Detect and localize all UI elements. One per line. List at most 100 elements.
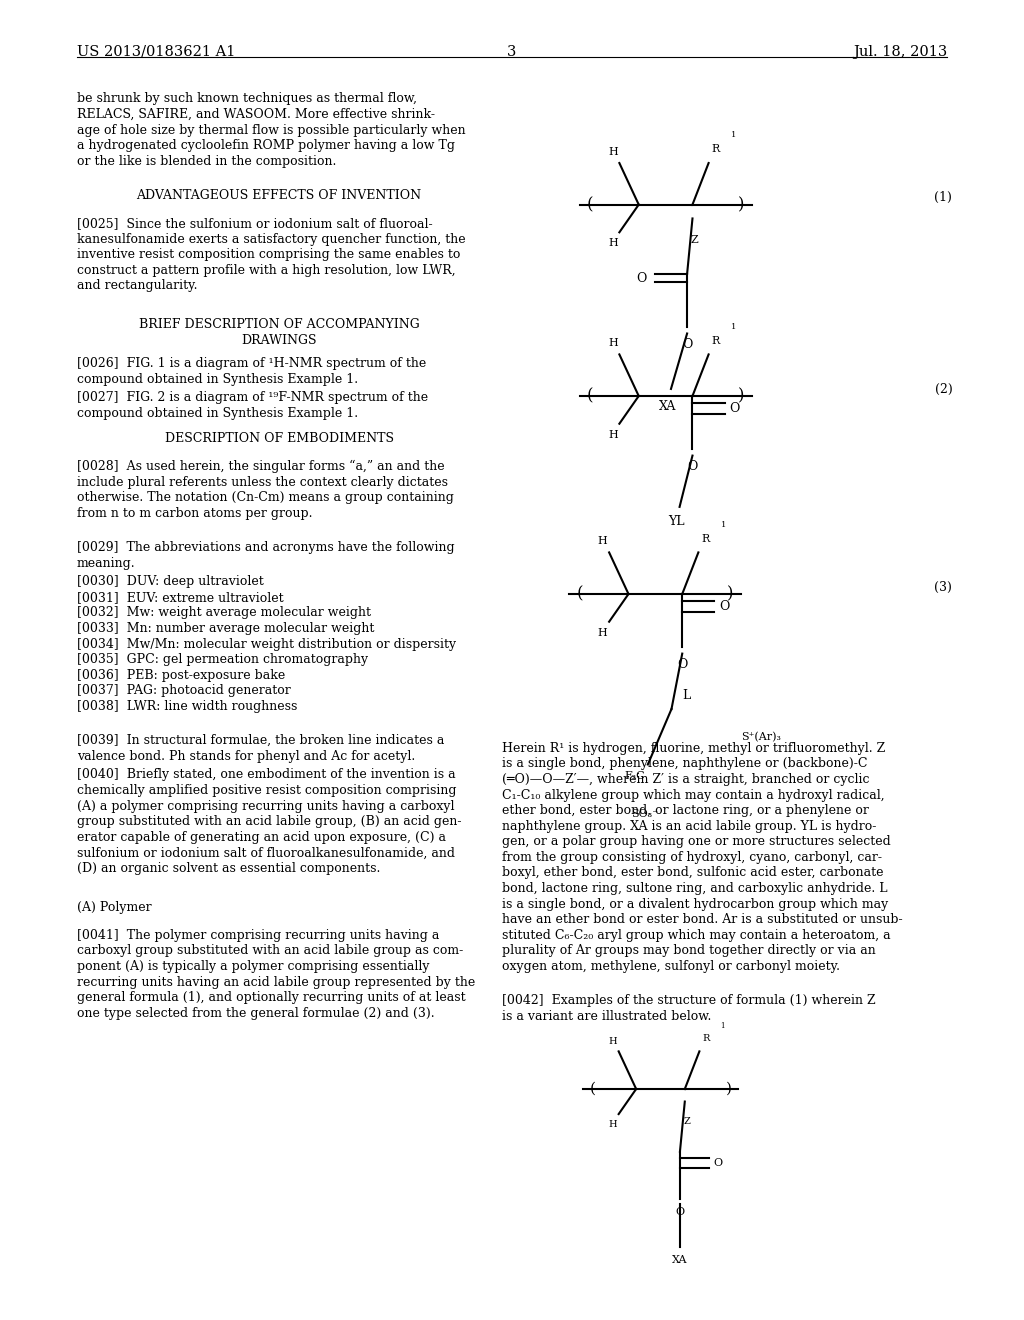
Text: O: O	[729, 403, 739, 414]
Text: Jul. 18, 2013: Jul. 18, 2013	[853, 45, 947, 59]
Text: ether bond, ester bond, or lactone ring, or a phenylene or: ether bond, ester bond, or lactone ring,…	[502, 804, 868, 817]
Text: S⁺(Ar)₃: S⁺(Ar)₃	[741, 731, 781, 742]
Text: F₂C: F₂C	[624, 771, 645, 781]
Text: is a single bond, or a divalent hydrocarbon group which may: is a single bond, or a divalent hydrocar…	[502, 898, 888, 911]
Text: O: O	[636, 272, 646, 285]
Text: include plural referents unless the context clearly dictates: include plural referents unless the cont…	[77, 475, 447, 488]
Text: H: H	[598, 536, 607, 546]
Text: XA: XA	[672, 1254, 688, 1265]
Text: [0041]  The polymer comprising recurring units having a: [0041] The polymer comprising recurring …	[77, 929, 439, 942]
Text: (D) an organic solvent as essential components.: (D) an organic solvent as essential comp…	[77, 862, 380, 875]
Text: from n to m carbon atoms per group.: from n to m carbon atoms per group.	[77, 507, 312, 520]
Text: construct a pattern profile with a high resolution, low LWR,: construct a pattern profile with a high …	[77, 264, 456, 277]
Text: Z: Z	[691, 235, 698, 246]
Text: valence bond. Ph stands for phenyl and Ac for acetyl.: valence bond. Ph stands for phenyl and A…	[77, 750, 415, 763]
Text: be shrunk by such known techniques as thermal flow,: be shrunk by such known techniques as th…	[77, 92, 417, 106]
Text: [0027]  FIG. 2 is a diagram of ¹⁹F-NMR spectrum of the: [0027] FIG. 2 is a diagram of ¹⁹F-NMR sp…	[77, 392, 428, 404]
Text: O: O	[713, 1158, 722, 1168]
Text: Z: Z	[683, 1117, 690, 1126]
Text: a hydrogenated cycloolefin ROMP polymer having a low Tg: a hydrogenated cycloolefin ROMP polymer …	[77, 139, 455, 152]
Text: and rectangularity.: and rectangularity.	[77, 280, 198, 292]
Text: meaning.: meaning.	[77, 557, 135, 569]
Text: L: L	[682, 689, 690, 702]
Text: (: (	[577, 586, 584, 602]
Text: plurality of Ar groups may bond together directly or via an: plurality of Ar groups may bond together…	[502, 944, 876, 957]
Text: [0035]  GPC: gel permeation chromatography: [0035] GPC: gel permeation chromatograph…	[77, 653, 368, 667]
Text: ADVANTAGEOUS EFFECTS OF INVENTION: ADVANTAGEOUS EFFECTS OF INVENTION	[136, 189, 422, 202]
Text: sulfonium or iodonium salt of fluoroalkanesulfonamide, and: sulfonium or iodonium salt of fluoroalka…	[77, 846, 455, 859]
Text: XA: XA	[659, 400, 677, 413]
Text: [0025]  Since the sulfonium or iodonium salt of fluoroal-: [0025] Since the sulfonium or iodonium s…	[77, 216, 432, 230]
Text: 1: 1	[720, 1022, 724, 1031]
Text: ): )	[737, 388, 744, 404]
Text: boxyl, ether bond, ester bond, sulfonic acid ester, carbonate: boxyl, ether bond, ester bond, sulfonic …	[502, 866, 884, 879]
Text: (2): (2)	[935, 383, 952, 396]
Text: DESCRIPTION OF EMBODIMENTS: DESCRIPTION OF EMBODIMENTS	[165, 432, 393, 445]
Text: O: O	[682, 338, 692, 351]
Text: (═O)—O—Z′—, wherein Z′ is a straight, branched or cyclic: (═O)—O—Z′—, wherein Z′ is a straight, br…	[502, 774, 869, 785]
Text: otherwise. The notation (Cn-Cm) means a group containing: otherwise. The notation (Cn-Cm) means a …	[77, 491, 454, 504]
Text: (A) Polymer: (A) Polymer	[77, 900, 152, 913]
Text: [0039]  In structural formulae, the broken line indicates a: [0039] In structural formulae, the broke…	[77, 734, 444, 747]
Text: (A) a polymer comprising recurring units having a carboxyl: (A) a polymer comprising recurring units…	[77, 800, 455, 813]
Text: [0040]  Briefly stated, one embodiment of the invention is a: [0040] Briefly stated, one embodiment of…	[77, 768, 456, 781]
Text: age of hole size by thermal flow is possible particularly when: age of hole size by thermal flow is poss…	[77, 124, 466, 136]
Text: RELACS, SAFIRE, and WASOOM. More effective shrink-: RELACS, SAFIRE, and WASOOM. More effecti…	[77, 108, 435, 121]
Text: [0030]  DUV: deep ultraviolet: [0030] DUV: deep ultraviolet	[77, 576, 263, 589]
Text: [0031]  EUV: extreme ultraviolet: [0031] EUV: extreme ultraviolet	[77, 591, 284, 603]
Text: H: H	[598, 628, 607, 638]
Text: is a variant are illustrated below.: is a variant are illustrated below.	[502, 1010, 711, 1023]
Text: (: (	[587, 197, 594, 213]
Text: [0037]  PAG: photoacid generator: [0037] PAG: photoacid generator	[77, 684, 291, 697]
Text: gen, or a polar group having one or more structures selected: gen, or a polar group having one or more…	[502, 836, 891, 849]
Text: H: H	[608, 430, 617, 440]
Text: group substituted with an acid labile group, (B) an acid gen-: group substituted with an acid labile gr…	[77, 816, 461, 828]
Text: carboxyl group substituted with an acid labile group as com-: carboxyl group substituted with an acid …	[77, 944, 463, 957]
Text: naphthylene group. XA is an acid labile group. YL is hydro-: naphthylene group. XA is an acid labile …	[502, 820, 877, 833]
Text: bond, lactone ring, sultone ring, and carboxylic anhydride. L: bond, lactone ring, sultone ring, and ca…	[502, 882, 887, 895]
Text: R: R	[701, 533, 710, 544]
Text: [0034]  Mw/Mn: molecular weight distribution or dispersity: [0034] Mw/Mn: molecular weight distribut…	[77, 638, 456, 651]
Text: 1: 1	[731, 322, 736, 331]
Text: R: R	[712, 144, 720, 154]
Text: [0036]  PEB: post-exposure bake: [0036] PEB: post-exposure bake	[77, 669, 285, 681]
Text: one type selected from the general formulae (2) and (3).: one type selected from the general formu…	[77, 1007, 434, 1020]
Text: compound obtained in Synthesis Example 1.: compound obtained in Synthesis Example 1…	[77, 372, 358, 385]
Text: chemically amplified positive resist composition comprising: chemically amplified positive resist com…	[77, 784, 457, 797]
Text: BRIEF DESCRIPTION OF ACCOMPANYING: BRIEF DESCRIPTION OF ACCOMPANYING	[138, 318, 420, 331]
Text: recurring units having an acid labile group represented by the: recurring units having an acid labile gr…	[77, 975, 475, 989]
Text: or the like is blended in the composition.: or the like is blended in the compositio…	[77, 154, 336, 168]
Text: DRAWINGS: DRAWINGS	[242, 334, 316, 347]
Text: oxygen atom, methylene, sulfonyl or carbonyl moiety.: oxygen atom, methylene, sulfonyl or carb…	[502, 960, 840, 973]
Text: 1: 1	[731, 131, 736, 140]
Text: O: O	[687, 459, 697, 473]
Text: [0032]  Mw: weight average molecular weight: [0032] Mw: weight average molecular weig…	[77, 606, 371, 619]
Text: ): )	[737, 197, 744, 213]
Text: [0042]  Examples of the structure of formula (1) wherein Z: [0042] Examples of the structure of form…	[502, 994, 876, 1007]
Text: kanesulfonamide exerts a satisfactory quencher function, the: kanesulfonamide exerts a satisfactory qu…	[77, 232, 466, 246]
Text: [0029]  The abbreviations and acronyms have the following: [0029] The abbreviations and acronyms ha…	[77, 541, 455, 554]
Text: H: H	[608, 1119, 617, 1129]
Text: H: H	[608, 147, 617, 157]
Text: O: O	[719, 601, 729, 612]
Text: from the group consisting of hydroxyl, cyano, carbonyl, car-: from the group consisting of hydroxyl, c…	[502, 851, 882, 863]
Text: H: H	[608, 1036, 617, 1045]
Text: US 2013/0183621 A1: US 2013/0183621 A1	[77, 45, 236, 59]
Text: compound obtained in Synthesis Example 1.: compound obtained in Synthesis Example 1…	[77, 407, 358, 420]
Text: H: H	[608, 338, 617, 348]
Text: 3: 3	[507, 45, 517, 59]
Text: ): )	[726, 1082, 731, 1096]
Text: C₁-C₁₀ alkylene group which may contain a hydroxyl radical,: C₁-C₁₀ alkylene group which may contain …	[502, 788, 885, 801]
Text: [0028]  As used herein, the singular forms “a,” an and the: [0028] As used herein, the singular form…	[77, 459, 444, 474]
Text: erator capable of generating an acid upon exposure, (C) a: erator capable of generating an acid upo…	[77, 830, 445, 843]
Text: general formula (1), and optionally recurring units of at least: general formula (1), and optionally recu…	[77, 991, 466, 1005]
Text: O: O	[676, 1206, 684, 1217]
Text: (3): (3)	[935, 581, 952, 594]
Text: (: (	[587, 388, 594, 404]
Text: ponent (A) is typically a polymer comprising essentially: ponent (A) is typically a polymer compri…	[77, 960, 429, 973]
Text: [0033]  Mn: number average molecular weight: [0033] Mn: number average molecular weig…	[77, 622, 374, 635]
Text: Herein R¹ is hydrogen, fluorine, methyl or trifluoromethyl. Z: Herein R¹ is hydrogen, fluorine, methyl …	[502, 742, 885, 755]
Text: SO₃⁻: SO₃⁻	[631, 809, 658, 818]
Text: YL: YL	[668, 515, 685, 528]
Text: ): )	[727, 586, 734, 602]
